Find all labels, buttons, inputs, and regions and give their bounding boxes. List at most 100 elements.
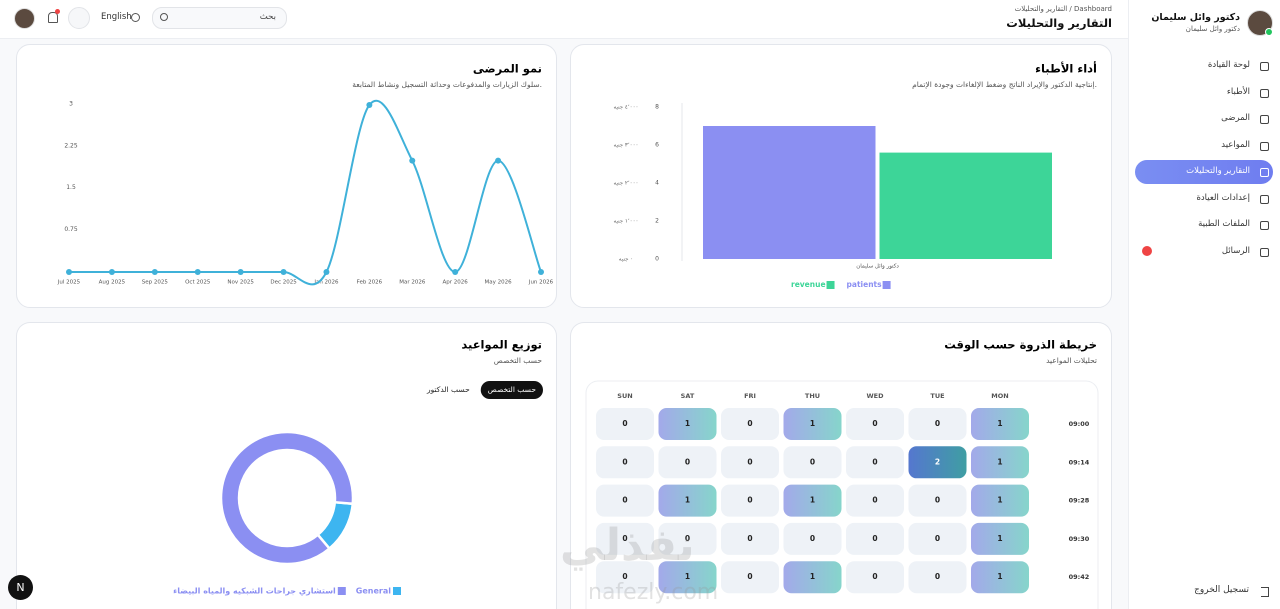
filter-button[interactable] <box>420 381 477 399</box>
theme-toggle[interactable] <box>68 7 90 29</box>
heat-cell[interactable] <box>658 484 717 517</box>
day-header: WED <box>866 392 884 400</box>
heat-cell[interactable] <box>908 446 967 479</box>
floating-button[interactable]: N <box>8 575 33 600</box>
point <box>280 269 287 275</box>
point <box>108 269 115 275</box>
cell-value: 1 <box>810 572 815 581</box>
cell-value: 0 <box>747 496 752 505</box>
avatar[interactable] <box>14 8 35 29</box>
point <box>366 102 373 108</box>
cell-value: 0 <box>935 419 940 428</box>
heat-cell[interactable] <box>721 561 779 594</box>
point <box>66 269 72 275</box>
heat-cell[interactable] <box>596 446 654 479</box>
heat-cell[interactable] <box>658 446 717 479</box>
filter-label[interactable]: حسب التخصص <box>488 385 537 394</box>
point <box>237 269 244 275</box>
card-title: نمو المرضى <box>473 62 542 77</box>
cell-value: 0 <box>622 534 627 543</box>
menu-item[interactable]: الرسائل <box>1221 245 1250 256</box>
y2-tick-label: 4 <box>655 180 659 187</box>
heat-cell[interactable] <box>908 522 967 555</box>
menu-icon <box>1260 88 1269 98</box>
x-tick-label: Jun 2026 <box>528 280 554 286</box>
heat-cell[interactable] <box>721 408 779 440</box>
heat-cell[interactable] <box>908 484 967 517</box>
heat-cell[interactable] <box>783 408 842 440</box>
menu-item[interactable]: الملفات الطبية <box>1198 219 1250 229</box>
heat-cell[interactable] <box>658 408 717 440</box>
appointment-distribution-card: توزيع المواعيد حسب التخصص حسب التخصص حسب … <box>16 322 557 609</box>
heat-cell[interactable] <box>971 408 1029 440</box>
cell-value: 0 <box>685 534 690 543</box>
cell-value: 0 <box>685 457 690 466</box>
heat-cell[interactable] <box>596 561 654 594</box>
search-box[interactable]: بحث <box>152 7 287 29</box>
page-title: التقارير والتحليلات <box>1006 16 1112 30</box>
search-icon <box>160 13 168 21</box>
heat-cell[interactable] <box>971 446 1029 479</box>
logout-link[interactable]: تسجيل الخروج <box>1194 585 1249 595</box>
cell-value: 0 <box>622 457 627 466</box>
breadcrumb-current[interactable]: التقارير والتحليلات <box>1014 5 1068 13</box>
y-tick-label: ١٬٠٠٠ جنيه <box>614 218 639 225</box>
menu-icon <box>1260 221 1269 230</box>
active-menu-pill <box>1135 160 1273 184</box>
breadcrumb-root[interactable]: Dashboard <box>1074 5 1112 13</box>
heat-cell[interactable] <box>721 522 779 555</box>
heat-cell[interactable] <box>783 484 842 517</box>
cell-value: 1 <box>810 419 815 428</box>
y-tick-label: 3 <box>69 101 73 108</box>
heat-cell[interactable] <box>596 408 654 440</box>
heat-cell[interactable] <box>971 561 1029 594</box>
cell-value: 0 <box>872 457 877 466</box>
heat-cell[interactable] <box>846 484 904 517</box>
heat-cell[interactable] <box>908 561 967 594</box>
language-switch[interactable]: English <box>101 12 132 22</box>
legend-label: استشاري جراحات الشبكيه والمياه البيضاء <box>173 587 336 596</box>
time-label: 09:00 <box>1069 420 1090 428</box>
menu-item[interactable]: لوحة القيادة <box>1207 60 1250 70</box>
point <box>151 269 158 275</box>
filter-label[interactable]: حسب الدكتور <box>426 385 470 394</box>
heat-cell[interactable] <box>846 522 904 555</box>
heat-cell[interactable] <box>846 561 904 594</box>
heat-cell[interactable] <box>721 446 779 479</box>
message-badge <box>1142 246 1152 256</box>
heat-cell[interactable] <box>971 484 1029 517</box>
cell-value: 0 <box>747 457 752 466</box>
heat-cell[interactable] <box>596 484 654 517</box>
menu-item[interactable]: الأطباء <box>1226 86 1250 97</box>
heat-cell[interactable] <box>721 484 779 517</box>
day-header: SAT <box>681 392 695 400</box>
legend-label: revenue <box>791 280 826 289</box>
heat-cell[interactable] <box>908 408 967 440</box>
x-tick-label: دكتور وائل سليمان <box>856 263 899 270</box>
heat-cell[interactable] <box>971 522 1029 555</box>
time-label: 09:42 <box>1069 573 1090 581</box>
cell-value: 0 <box>810 534 815 543</box>
y2-tick-label: 2 <box>655 218 659 225</box>
filter-button[interactable] <box>480 381 543 399</box>
notification-bell[interactable] <box>48 12 58 23</box>
legend-swatch <box>393 587 401 595</box>
menu-item[interactable]: التقارير والتحليلات <box>1186 166 1250 176</box>
heat-cell[interactable] <box>658 561 717 594</box>
menu-item[interactable]: إعدادات العيادة <box>1196 192 1250 203</box>
heat-cell[interactable] <box>783 446 842 479</box>
line <box>68 99 542 286</box>
cell-value: 0 <box>935 534 940 543</box>
heat-cell[interactable] <box>596 522 654 555</box>
heat-cell[interactable] <box>846 408 904 440</box>
heat-cell[interactable] <box>658 522 717 555</box>
heat-cell[interactable] <box>783 561 842 594</box>
menu-icon <box>1260 168 1269 177</box>
donut-slice <box>219 430 355 566</box>
line-chart: نمو المرضى سلوك الزيارات والمدفوعات وحدا… <box>57 62 554 286</box>
menu-item[interactable]: المرضى <box>1221 113 1250 123</box>
heat-cell[interactable] <box>846 446 904 479</box>
heat-cell[interactable] <box>783 522 842 555</box>
menu-item[interactable]: المواعيد <box>1221 139 1250 150</box>
bar <box>703 126 876 259</box>
